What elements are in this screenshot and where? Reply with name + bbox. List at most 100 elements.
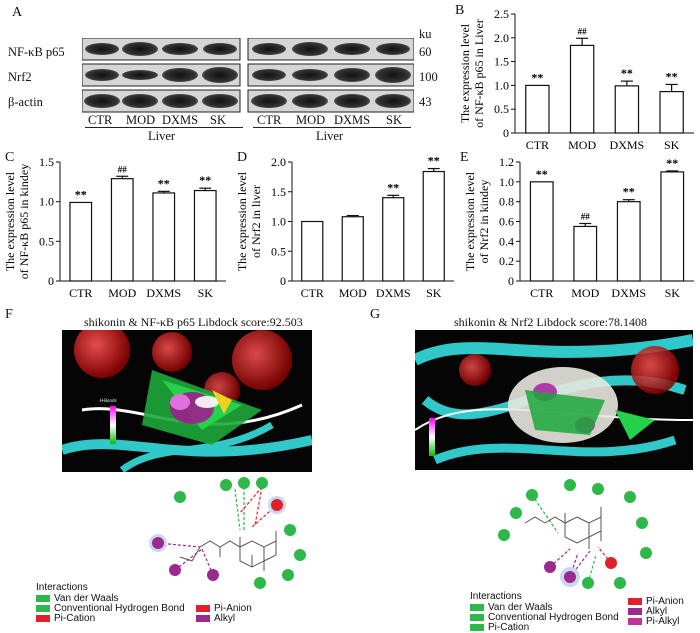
panel-letter-d: D (237, 150, 248, 165)
bar (152, 192, 176, 282)
y-tick-label: 1.0 (499, 175, 514, 189)
x-tick-label: CTR (69, 286, 92, 300)
y-tick-label: 0.5 (39, 234, 54, 248)
significance-label: ** (531, 70, 543, 84)
legend-item: Pi-Cation (470, 622, 619, 633)
blot-ku-value: 43 (419, 95, 432, 109)
x-tick-label: CTR (530, 286, 553, 300)
lane-underline (253, 127, 411, 128)
blot-label-nrf2: Nrf2 (8, 70, 32, 84)
y-tick-label: 0 (508, 274, 514, 288)
blot-bands-right (251, 42, 411, 108)
bar-chart-d: 0 0.5 1.0 1.5 2.0 The expression level of Nrf2… (235, 154, 454, 300)
x-tick-label: DXMS (146, 286, 181, 300)
docking-3d-image-g (415, 330, 693, 470)
x-tick-label: CTR (526, 138, 549, 152)
significance-label: ** (387, 180, 399, 194)
docking-3d-image-f: H-Bonds (62, 330, 312, 472)
blot-strip-actin-right (247, 89, 414, 113)
blot-bands-left (84, 42, 238, 108)
blot-ku-value: 100 (419, 70, 438, 84)
blot-strip-nfkb-right (247, 38, 414, 61)
bar (422, 170, 445, 282)
y-axis-label: of Nrf2 in kindey (477, 180, 491, 264)
y-tick-label: 0 (280, 274, 286, 288)
panel-letter-a: A (12, 5, 23, 20)
legend-header: Interactions (36, 582, 88, 593)
legend-item: Van der Waals (470, 602, 619, 613)
x-tick-label: DXMS (376, 286, 411, 300)
blot-label-actin: β-actin (8, 95, 43, 109)
legend-g: Interactions Van der Waals Conventional … (470, 591, 619, 633)
y-tick-label: 1.2 (499, 155, 514, 169)
y-tick-label: 1.0 (494, 78, 509, 92)
lane-label: SK (386, 113, 402, 127)
x-tick-label: SK (665, 286, 681, 300)
bar (529, 181, 554, 282)
significance-label: ** (666, 156, 678, 170)
panel-letter-f: F (5, 307, 13, 322)
significance-label: ** (158, 176, 170, 190)
y-tick-label: 0.8 (499, 195, 514, 209)
y-axis-label: The expression level (3, 171, 17, 271)
blot-strip-nfkb-left (82, 38, 241, 61)
y-tick-label: 0.2 (499, 254, 514, 268)
y-tick-label: 0 (503, 126, 509, 140)
panel-letter-e: E (460, 150, 469, 165)
bar (382, 197, 405, 282)
blot-ku-header: ku (419, 27, 432, 41)
blot-strip-actin-left (82, 89, 241, 113)
significance-label: ** (428, 154, 440, 168)
bar (616, 201, 641, 282)
legend-item: Pi-Anion (628, 596, 684, 607)
legend-item: Conventional Hydrogen Bond (470, 612, 619, 623)
lane-label: MOD (296, 113, 326, 127)
lane-label: DXMS (334, 113, 371, 127)
bar (193, 189, 217, 282)
significance-label: ** (75, 187, 87, 201)
y-tick-label: 1.0 (39, 195, 54, 209)
bar-chart-e: 0 0.2 0.4 0.6 0.8 1.0 1.2 The expression level o… (463, 155, 694, 300)
significance-label: ## (578, 26, 588, 36)
x-tick-label: DXMS (610, 138, 645, 152)
interaction-diagram-g (498, 479, 652, 589)
legend-header: Interactions (470, 591, 522, 602)
y-tick-label: 2.0 (271, 155, 286, 169)
legend-item: Alkyl (628, 606, 684, 617)
y-tick-label: 1.0 (271, 215, 286, 229)
significance-label: ## (118, 164, 128, 174)
y-tick-label: 0 (48, 274, 54, 288)
x-tick-label: MOD (108, 286, 136, 300)
y-axis-label: of NF-κB p65 in kindey (17, 164, 31, 279)
tissue-label: Liver (148, 129, 176, 143)
panel-letter-b: B (455, 3, 465, 18)
significance-label: ** (666, 69, 678, 83)
blot-ku-value: 60 (419, 45, 432, 59)
x-tick-label: DXMS (611, 286, 646, 300)
lane-label: CTR (257, 113, 282, 127)
docking-title-g: shikonin & Nrf2 Libdock score:78.1408 (454, 315, 647, 329)
significance-label: ** (621, 66, 633, 80)
y-tick-label: 0.4 (499, 234, 514, 248)
y-tick-label: 0.5 (494, 102, 509, 116)
y-axis-label: The expression level (235, 171, 249, 271)
y-axis-label: of NF-κB p65 in Liver (472, 19, 486, 128)
y-tick-label: 2.5 (494, 7, 509, 21)
y-axis-label: The expression level (463, 171, 477, 271)
legend-item: Pi-Anion (196, 603, 252, 614)
lane-underline (85, 127, 243, 128)
legend-item: Alkyl (196, 613, 252, 624)
bar (525, 84, 550, 134)
blot-strip-nrf2-left (82, 63, 241, 87)
y-tick-label: 0.6 (499, 215, 514, 229)
bar-chart-b: 0 0.5 1.0 1.5 2.0 2.5 The expression level of N… (458, 7, 694, 152)
x-tick-label: SK (426, 286, 442, 300)
panel-letter-g: G (370, 307, 381, 322)
legend-item: Van der Waals (36, 593, 185, 604)
y-tick-label: 1.5 (271, 185, 286, 199)
x-tick-label: MOD (571, 286, 599, 300)
docking-title-f: shikonin & NF-κB p65 Libdock score:92.50… (84, 315, 303, 329)
x-tick-label: MOD (339, 286, 367, 300)
lane-label: SK (210, 113, 226, 127)
y-tick-label: 1.5 (494, 55, 509, 69)
